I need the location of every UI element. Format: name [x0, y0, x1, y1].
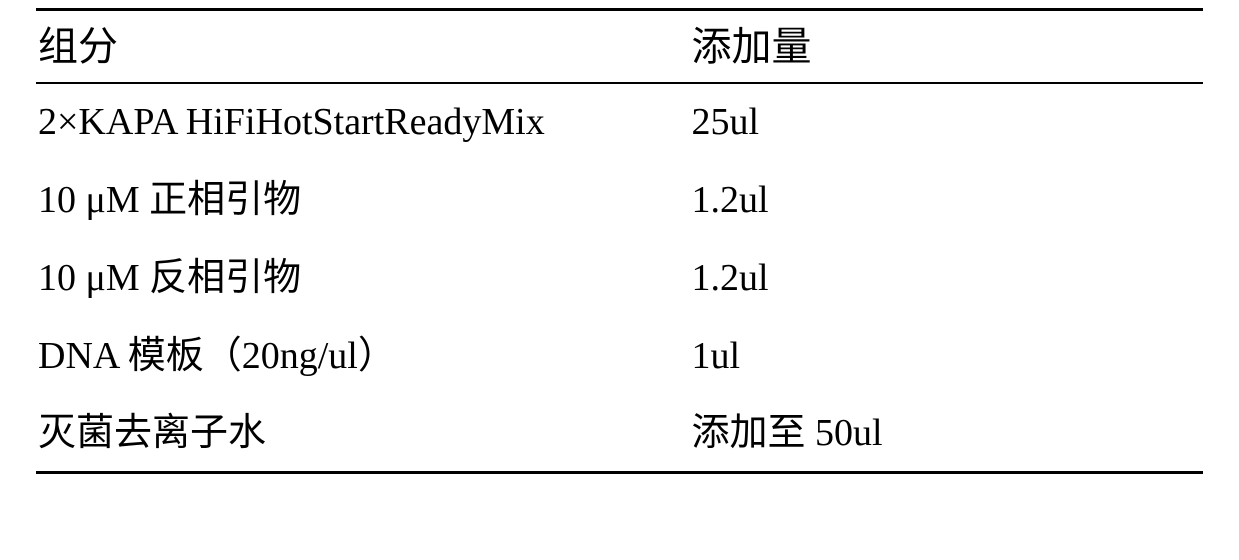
table-header-row: 组分 添加量 — [36, 8, 1203, 84]
cell-component: 2×KAPA HiFiHotStartReadyMix — [36, 100, 690, 146]
table-row: 10 μM 反相引物 1.2ul — [36, 240, 1203, 318]
table-row: 灭菌去离子水 添加至 50ul — [36, 396, 1203, 474]
table-row: 2×KAPA HiFiHotStartReadyMix 25ul — [36, 84, 1203, 162]
header-amount: 添加量 — [690, 23, 1203, 71]
cell-amount: 1ul — [690, 334, 1203, 380]
cell-component: 灭菌去离子水 — [36, 411, 690, 457]
cell-amount: 1.2ul — [690, 178, 1203, 224]
cell-amount: 25ul — [690, 100, 1203, 146]
cell-component: 10 μM 正相引物 — [36, 178, 690, 224]
cell-amount: 1.2ul — [690, 256, 1203, 302]
cell-component: 10 μM 反相引物 — [36, 256, 690, 302]
header-component: 组分 — [36, 23, 690, 71]
cell-component: DNA 模板（20ng/ul） — [36, 334, 690, 380]
table-row: DNA 模板（20ng/ul） 1ul — [36, 318, 1203, 396]
table-row: 10 μM 正相引物 1.2ul — [36, 162, 1203, 240]
cell-amount: 添加至 50ul — [690, 411, 1203, 457]
reagent-table: 组分 添加量 2×KAPA HiFiHotStartReadyMix 25ul … — [0, 0, 1239, 482]
